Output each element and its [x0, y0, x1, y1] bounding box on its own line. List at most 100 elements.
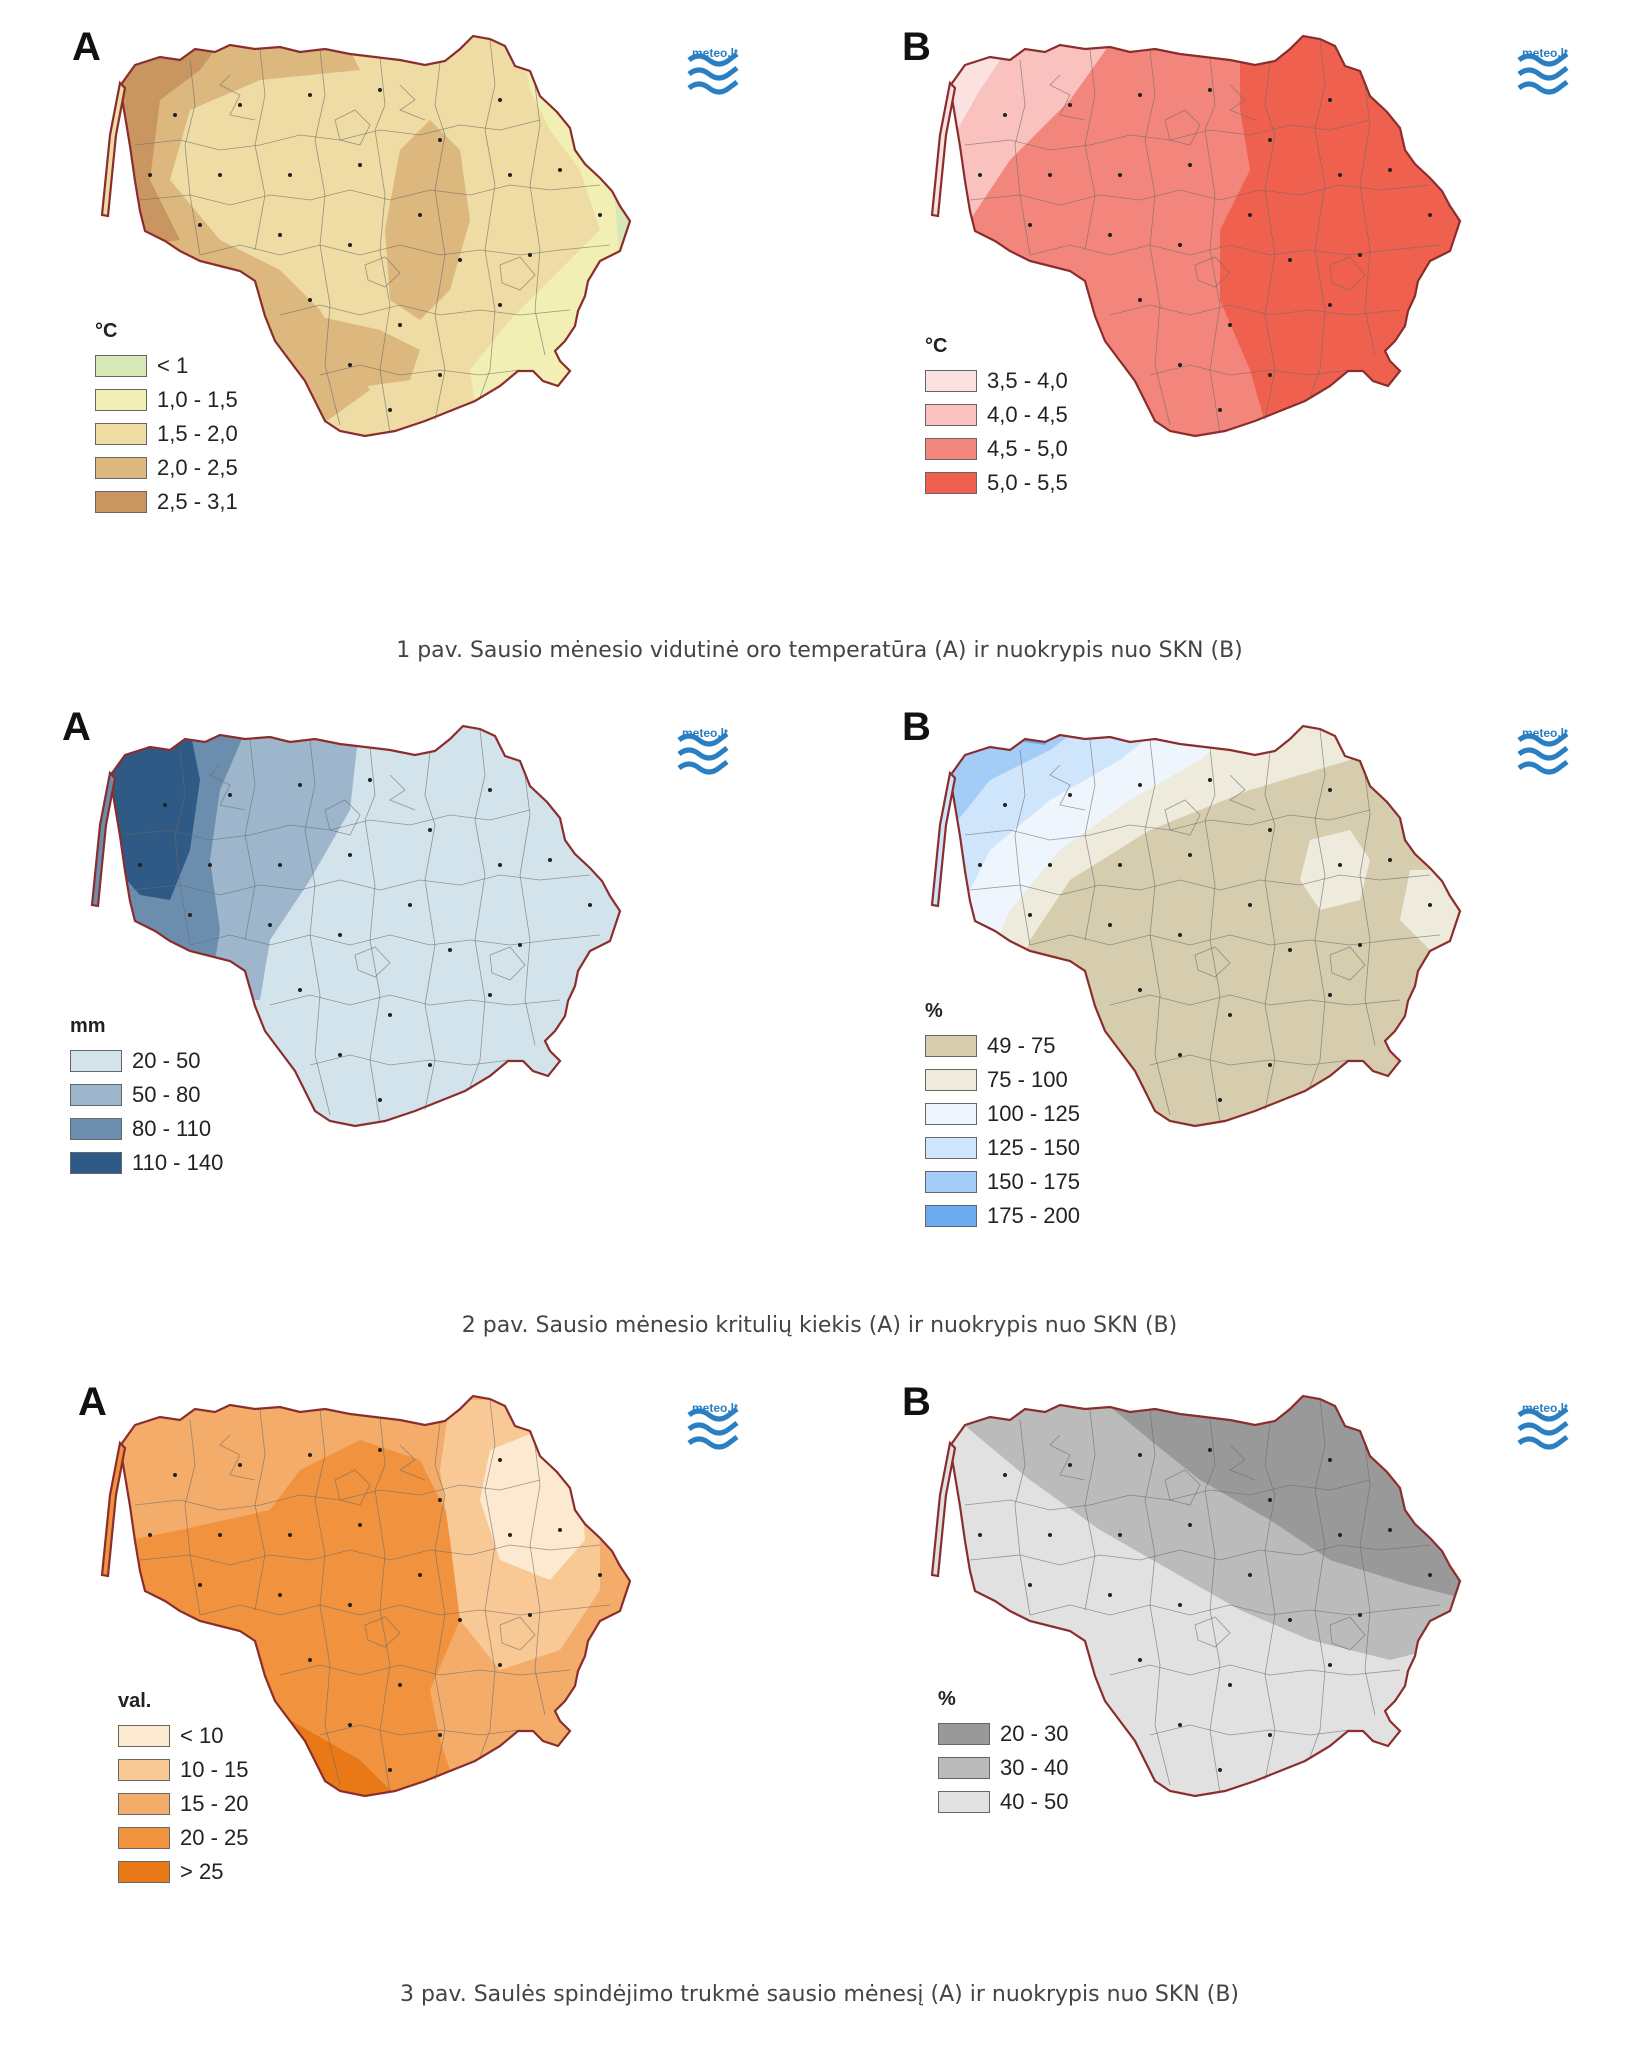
legend-unit: °C — [95, 320, 118, 342]
legend-item: 20 - 50 — [70, 1044, 223, 1078]
temperature-map-1a — [100, 34, 632, 438]
meteo-waves-icon — [677, 732, 729, 775]
legend-unit: % — [925, 1000, 943, 1022]
legend-swatch — [70, 1118, 122, 1140]
figure-caption-3: 3 pav. Saulės spindėjimo trukmė sausio m… — [399, 1982, 1240, 2007]
legend-item: 50 - 80 — [70, 1078, 223, 1112]
legend-label: 80 - 110 — [132, 1116, 212, 1141]
legend-swatch — [70, 1084, 122, 1106]
legend-item: 15 - 20 — [118, 1787, 249, 1821]
meteo-waves-icon — [1517, 52, 1569, 95]
figure-caption-2: 2 pav. Sausio mėnesio kritulių kiekis (A… — [461, 1313, 1178, 1338]
legend-label: 1,5 - 2,0 — [157, 421, 238, 446]
legend-label: 20 - 50 — [132, 1048, 201, 1073]
meteo-waves-icon — [1517, 732, 1569, 775]
legend-swatch — [938, 1791, 990, 1813]
legend-label: 175 - 200 — [987, 1203, 1080, 1228]
legend-swatch — [118, 1725, 170, 1747]
legend-unit: mm — [70, 1015, 106, 1037]
legend-swatch — [95, 423, 147, 445]
legend-swatch — [925, 1069, 977, 1091]
meteo-logo: meteo.lt — [1515, 46, 1575, 95]
legend-swatch — [925, 1103, 977, 1125]
legend-label: 3,5 - 4,0 — [987, 368, 1068, 393]
legend-swatch — [938, 1723, 990, 1745]
legend-item: 10 - 15 — [118, 1753, 249, 1787]
legend-label: 15 - 20 — [180, 1791, 249, 1816]
legend-item: 80 - 110 — [70, 1112, 223, 1146]
legend-label: 2,5 - 3,1 — [157, 489, 238, 514]
legend-unit: val. — [118, 1690, 152, 1712]
legend-swatch — [95, 491, 147, 513]
legend-swatch — [95, 355, 147, 377]
legend: % 20 - 30 30 - 40 40 - 50 — [938, 1688, 1069, 1819]
legend-label: 1,0 - 1,5 — [157, 387, 238, 412]
legend-label: 2,0 - 2,5 — [157, 455, 238, 480]
legend-label: < 10 — [180, 1723, 224, 1748]
legend-label: > 25 — [180, 1859, 224, 1884]
legend-item: < 10 — [118, 1719, 249, 1753]
legend-swatch — [925, 1137, 977, 1159]
sunshine-deviation-map-3b — [930, 1394, 1462, 1798]
meteo-waves-icon — [687, 52, 739, 95]
legend-label: 4,0 - 4,5 — [987, 402, 1068, 427]
legend-swatch — [925, 472, 977, 494]
legend-item: > 25 — [118, 1855, 249, 1889]
panel-letter: A — [72, 25, 101, 69]
legend-label: < 1 — [157, 353, 189, 378]
figure-caption-1: 1 pav. Sausio mėnesio vidutinė oro tempe… — [396, 638, 1243, 663]
legend-item: 30 - 40 — [938, 1751, 1069, 1785]
legend-swatch — [925, 1171, 977, 1193]
legend-unit: °C — [925, 335, 948, 357]
legend-label: 10 - 15 — [180, 1757, 249, 1782]
panel-letter: A — [62, 705, 91, 749]
legend-item: 100 - 125 — [925, 1097, 1080, 1131]
legend-item: 3,5 - 4,0 — [925, 364, 1068, 398]
legend-item: 40 - 50 — [938, 1785, 1069, 1819]
map-region — [120, 1440, 460, 1796]
panel-letter: A — [78, 1380, 107, 1424]
meteo-logo: meteo.lt — [1515, 1401, 1575, 1450]
legend-label: 4,5 - 5,0 — [987, 436, 1068, 461]
meteo-logo: meteo.lt — [685, 1401, 745, 1450]
meteo-waves-icon — [687, 1407, 739, 1450]
legend-item: 75 - 100 — [925, 1063, 1080, 1097]
map-panel-3a: A meteo.lt val. < 10 10 - 15 15 - 20 20 - 25… — [40, 1370, 840, 1930]
map-panel-3b: B meteo.lt % 20 - 30 30 - 40 40 - 50 — [870, 1370, 1639, 1930]
legend-item: 49 - 75 — [925, 1029, 1080, 1063]
legend-item: 1,0 - 1,5 — [95, 383, 238, 417]
legend-label: 40 - 50 — [1000, 1789, 1069, 1814]
legend-item: 150 - 175 — [925, 1165, 1080, 1199]
meteo-logo: meteo.lt — [685, 46, 745, 95]
meteo-waves-icon — [1517, 1407, 1569, 1450]
legend-label: 125 - 150 — [987, 1135, 1080, 1160]
legend: mm 20 - 50 50 - 80 80 - 110 110 - 140 — [70, 1015, 223, 1180]
panel-letter: B — [902, 1380, 931, 1424]
legend-unit: % — [938, 1688, 956, 1710]
legend-swatch — [925, 370, 977, 392]
legend-item: 2,5 - 3,1 — [95, 485, 238, 519]
sunshine-map-3a — [100, 1394, 632, 1798]
map-panel-1a: A meteo.lt °C < 1 1,0 - 1,5 1,5 - 2,0 2,0 - … — [40, 10, 840, 570]
map-region — [385, 120, 470, 320]
map-region — [110, 730, 200, 900]
map-panel-2a: A meteo.lt mm 20 - 50 50 - 80 80 - 110 110 -… — [30, 700, 830, 1260]
legend-item: 4,0 - 4,5 — [925, 398, 1068, 432]
precipitation-map-2a — [90, 724, 622, 1128]
legend-swatch — [95, 457, 147, 479]
legend-item: 175 - 200 — [925, 1199, 1080, 1233]
map-region — [290, 310, 420, 390]
legend-swatch — [118, 1827, 170, 1849]
map-panel-2b: B meteo.lt % 49 - 75 75 - 100 100 - 125 125 … — [870, 700, 1639, 1260]
legend-item: < 1 — [95, 349, 238, 383]
legend-label: 5,0 - 5,5 — [987, 470, 1068, 495]
legend-swatch — [925, 438, 977, 460]
panel-letter: B — [902, 25, 931, 69]
legend-item: 2,0 - 2,5 — [95, 451, 238, 485]
legend-swatch — [925, 1205, 977, 1227]
legend-label: 50 - 80 — [132, 1082, 201, 1107]
legend-item: 5,0 - 5,5 — [925, 466, 1068, 500]
legend-label: 110 - 140 — [132, 1150, 224, 1175]
legend-item: 4,5 - 5,0 — [925, 432, 1068, 466]
legend-item: 125 - 150 — [925, 1131, 1080, 1165]
